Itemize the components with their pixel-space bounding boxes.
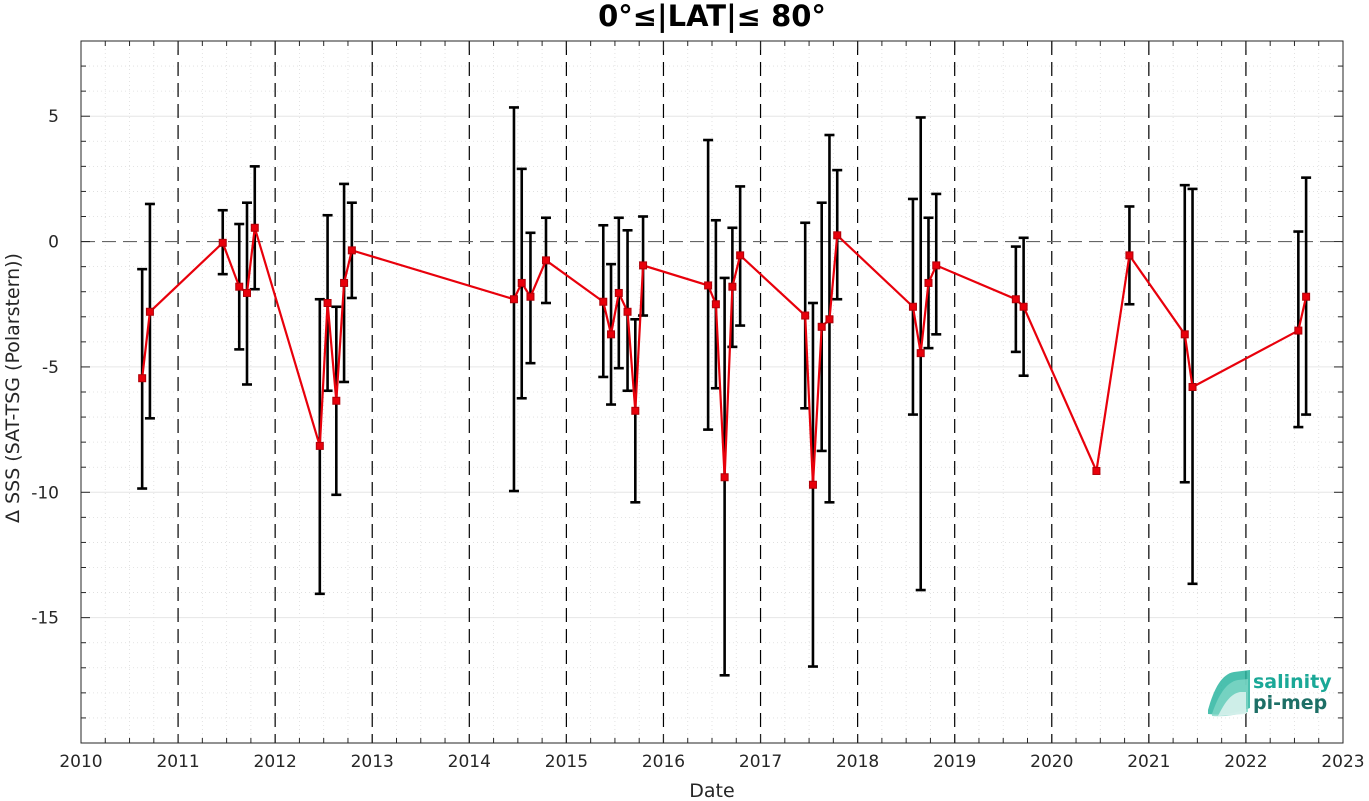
data-point-marker bbox=[145, 307, 154, 316]
data-point-marker bbox=[599, 297, 608, 306]
logo-text-pi-mep: pi-mep bbox=[1253, 692, 1327, 714]
data-point-marker bbox=[711, 300, 720, 309]
year-boundary-lines bbox=[177, 41, 1247, 743]
data-point-marker bbox=[808, 480, 817, 489]
x-tick-label: 2012 bbox=[254, 752, 297, 772]
data-point-marker bbox=[720, 473, 729, 482]
x-tick-label: 2017 bbox=[739, 752, 782, 772]
logo-wave-icon-3 bbox=[1218, 692, 1246, 716]
data-point-marker bbox=[801, 311, 810, 320]
y-tick-label: -10 bbox=[31, 483, 59, 503]
x-tick-label: 2016 bbox=[642, 752, 685, 772]
chart-title: 0°≤|LAT|≤ 80° bbox=[598, 0, 826, 33]
data-point-marker bbox=[932, 261, 941, 270]
data-point-marker bbox=[817, 322, 826, 331]
data-point-marker bbox=[631, 406, 640, 415]
y-tick-label: 5 bbox=[48, 107, 59, 127]
x-tick-label: 2018 bbox=[836, 752, 879, 772]
minor-grid bbox=[81, 40, 1343, 743]
y-tick-label: -5 bbox=[42, 358, 59, 378]
x-axis-label: Date bbox=[689, 780, 734, 801]
data-point-marker bbox=[526, 292, 535, 301]
data-point-marker bbox=[1019, 302, 1028, 311]
axis-ticks bbox=[80, 40, 1344, 743]
x-tick-label: 2013 bbox=[351, 752, 394, 772]
data-point-marker bbox=[623, 307, 632, 316]
data-point-marker bbox=[704, 281, 713, 290]
x-tick-label: 2014 bbox=[448, 752, 491, 772]
x-tick-label: 2022 bbox=[1224, 752, 1267, 772]
data-point-marker bbox=[639, 261, 648, 270]
data-point-marker bbox=[1092, 466, 1101, 475]
major-grid bbox=[81, 115, 1343, 619]
y-axis-label: Δ SSS (SAT-TSG (Polarstern)) bbox=[2, 253, 24, 523]
data-point-marker bbox=[1188, 382, 1197, 391]
y-tick-label: 0 bbox=[48, 233, 59, 253]
data-point-marker bbox=[908, 302, 917, 311]
data-point-marker bbox=[728, 282, 737, 291]
data-point-marker bbox=[1125, 251, 1134, 260]
data-point-marker bbox=[736, 251, 745, 260]
data-point-marker bbox=[509, 295, 518, 304]
data-point-marker bbox=[924, 278, 933, 287]
data-point-marker bbox=[825, 315, 834, 324]
y-tick-labels: 5 0 -5 -10 -15 bbox=[31, 107, 59, 628]
logo-text-salinity: salinity bbox=[1253, 671, 1332, 693]
data-point-marker bbox=[243, 288, 252, 297]
data-point-marker bbox=[1011, 295, 1020, 304]
x-tick-labels: 2010 2011 2012 2013 2014 2015 2016 2017 2018 2019… bbox=[59, 752, 1364, 772]
x-tick-label: 2015 bbox=[545, 752, 588, 772]
data-point-marker bbox=[1180, 330, 1189, 339]
x-tick-label: 2021 bbox=[1127, 752, 1170, 772]
x-tick-label: 2023 bbox=[1321, 752, 1364, 772]
data-point-marker bbox=[138, 374, 147, 383]
data-point-marker bbox=[517, 278, 526, 287]
data-point-marker bbox=[347, 246, 356, 255]
data-point-marker bbox=[332, 396, 341, 405]
x-tick-label: 2019 bbox=[933, 752, 976, 772]
data-point-marker bbox=[541, 256, 550, 265]
x-tick-label: 2020 bbox=[1030, 752, 1073, 772]
series-markers bbox=[138, 223, 1311, 489]
data-point-marker bbox=[323, 298, 332, 307]
data-point-marker bbox=[235, 282, 244, 291]
x-tick-label: 2011 bbox=[156, 752, 199, 772]
data-point-marker bbox=[916, 349, 925, 358]
data-point-marker bbox=[1302, 292, 1311, 301]
data-point-marker bbox=[607, 330, 616, 339]
salinity-pi-mep-logo: salinity pi-mep bbox=[1208, 670, 1332, 717]
data-point-marker bbox=[218, 238, 227, 247]
data-point-marker bbox=[614, 288, 623, 297]
x-tick-label: 2010 bbox=[59, 752, 102, 772]
data-point-marker bbox=[250, 223, 259, 232]
data-point-marker bbox=[1294, 326, 1303, 335]
y-tick-label: -15 bbox=[31, 609, 59, 629]
data-point-marker bbox=[315, 441, 324, 450]
data-point-marker bbox=[833, 231, 842, 240]
data-point-marker bbox=[340, 278, 349, 287]
